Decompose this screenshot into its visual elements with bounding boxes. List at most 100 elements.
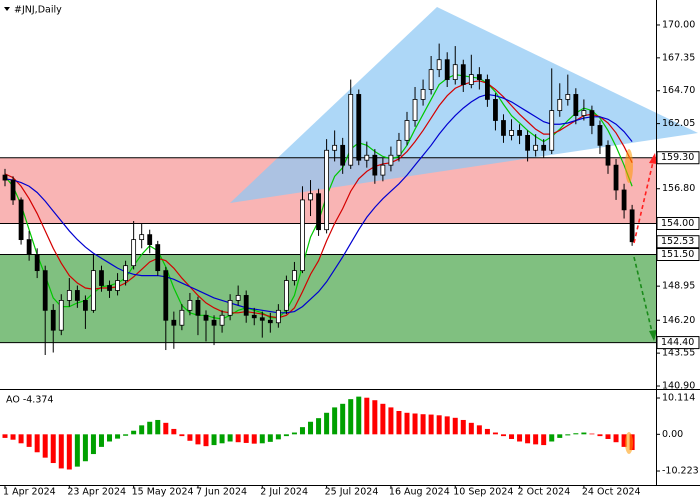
ao-bar: [259, 434, 265, 444]
candle-body: [404, 120, 410, 141]
ao-bar: [420, 414, 426, 435]
zone: [0, 254, 656, 343]
candle-body: [308, 193, 313, 201]
candle-body: [565, 94, 571, 100]
ao-bar: [74, 434, 80, 467]
candle-body: [493, 99, 498, 121]
candle-body: [597, 125, 603, 146]
ao-bar: [291, 432, 297, 435]
candle-body: [380, 164, 386, 176]
ao-bar: [34, 434, 40, 453]
ao-bar: [364, 397, 370, 435]
ao-bar: [428, 414, 434, 435]
candle-body: [139, 234, 145, 241]
candle-body: [436, 59, 442, 71]
candle-body: [581, 110, 587, 116]
ao-bar: [468, 422, 474, 435]
ao-bar: [308, 421, 314, 435]
ao-bar: [605, 434, 611, 439]
ao-bar: [444, 416, 450, 435]
x-tick-label: 1 Apr 2024: [3, 487, 56, 498]
candle-body: [147, 234, 153, 245]
ao-bar: [42, 434, 48, 458]
candle-body: [541, 144, 547, 151]
highlight: [625, 149, 633, 183]
ao-bar: [525, 434, 531, 444]
candle-body: [517, 130, 522, 136]
ao-bar: [275, 434, 281, 440]
y-tick-label: 167.35: [662, 52, 695, 63]
ao-bar: [267, 434, 273, 442]
ao-bar: [549, 434, 555, 442]
candle-body: [388, 154, 394, 166]
candle-body: [356, 94, 362, 161]
candle-body: [452, 64, 458, 80]
ao-bar: [460, 419, 466, 435]
forecast-arrows: [633, 153, 657, 341]
x-tick-label: 2 Jul 2024: [260, 487, 308, 498]
ao-bar: [533, 434, 539, 445]
ao-bar: [500, 434, 506, 437]
candle-body: [155, 244, 161, 272]
x-tick-label: 24 Oct 2024: [582, 487, 641, 498]
candle-body: [99, 270, 104, 286]
ao-bar: [10, 434, 16, 440]
level-label-box: [656, 216, 700, 230]
ao-bar: [283, 434, 289, 437]
chart-title: #JNJ,Daily: [14, 5, 62, 16]
marks: [2, 43, 635, 355]
ao-bar: [2, 434, 8, 438]
y-tick-label: 140.90: [662, 381, 695, 392]
candle-body: [2, 174, 8, 181]
ao-bar: [340, 403, 346, 435]
ao-bar: [589, 433, 595, 435]
ao-bar: [356, 396, 362, 435]
x-tick-label: 23 Apr 2024: [67, 487, 126, 498]
menu-icon: [4, 7, 10, 11]
ao-bar: [26, 434, 32, 447]
candle-body: [251, 314, 257, 319]
x-tick-label: 10 Sep 2024: [453, 487, 513, 498]
triangle-pattern: [230, 7, 698, 203]
candle-body: [42, 270, 48, 311]
candle-body: [420, 89, 426, 100]
ao-bar: [436, 415, 442, 435]
ao-bar: [123, 434, 129, 436]
ao-bar: [18, 434, 24, 444]
level-label-box: [656, 151, 700, 165]
ao-bar: [90, 434, 96, 455]
candle-body: [34, 254, 40, 272]
ao-bar: [484, 428, 490, 435]
ao-bar: [139, 425, 145, 435]
candle-body: [348, 94, 354, 166]
candle-body: [171, 319, 177, 326]
ao-bar: [131, 430, 137, 435]
candle-body: [364, 154, 370, 161]
candle-body: [83, 300, 88, 311]
ao-bar: [573, 433, 579, 435]
candle-body: [613, 164, 619, 191]
candle-body: [629, 209, 635, 243]
arrow-head: [649, 330, 657, 341]
candle-body: [372, 154, 378, 176]
ao-bar: [388, 407, 394, 435]
ao-bar: [171, 428, 177, 435]
candle-body: [179, 309, 185, 326]
candle-body: [227, 300, 233, 316]
candle-body: [428, 69, 434, 90]
candle-body: [605, 144, 611, 166]
ao-bar: [227, 434, 233, 442]
x-tick-label: 7 Jun 2024: [196, 487, 247, 498]
candle-body: [324, 149, 330, 231]
level-label-box: [656, 248, 700, 262]
candle-body: [476, 74, 482, 80]
candle-body: [533, 144, 539, 151]
candle-body: [340, 144, 346, 166]
candle-body: [195, 300, 201, 316]
ao-bar: [509, 434, 515, 439]
candle-body: [332, 144, 338, 151]
ao-bar: [565, 434, 571, 436]
y-tick-label: 148.95: [662, 281, 695, 292]
ao-bar: [621, 434, 627, 447]
candle-body: [10, 179, 16, 201]
